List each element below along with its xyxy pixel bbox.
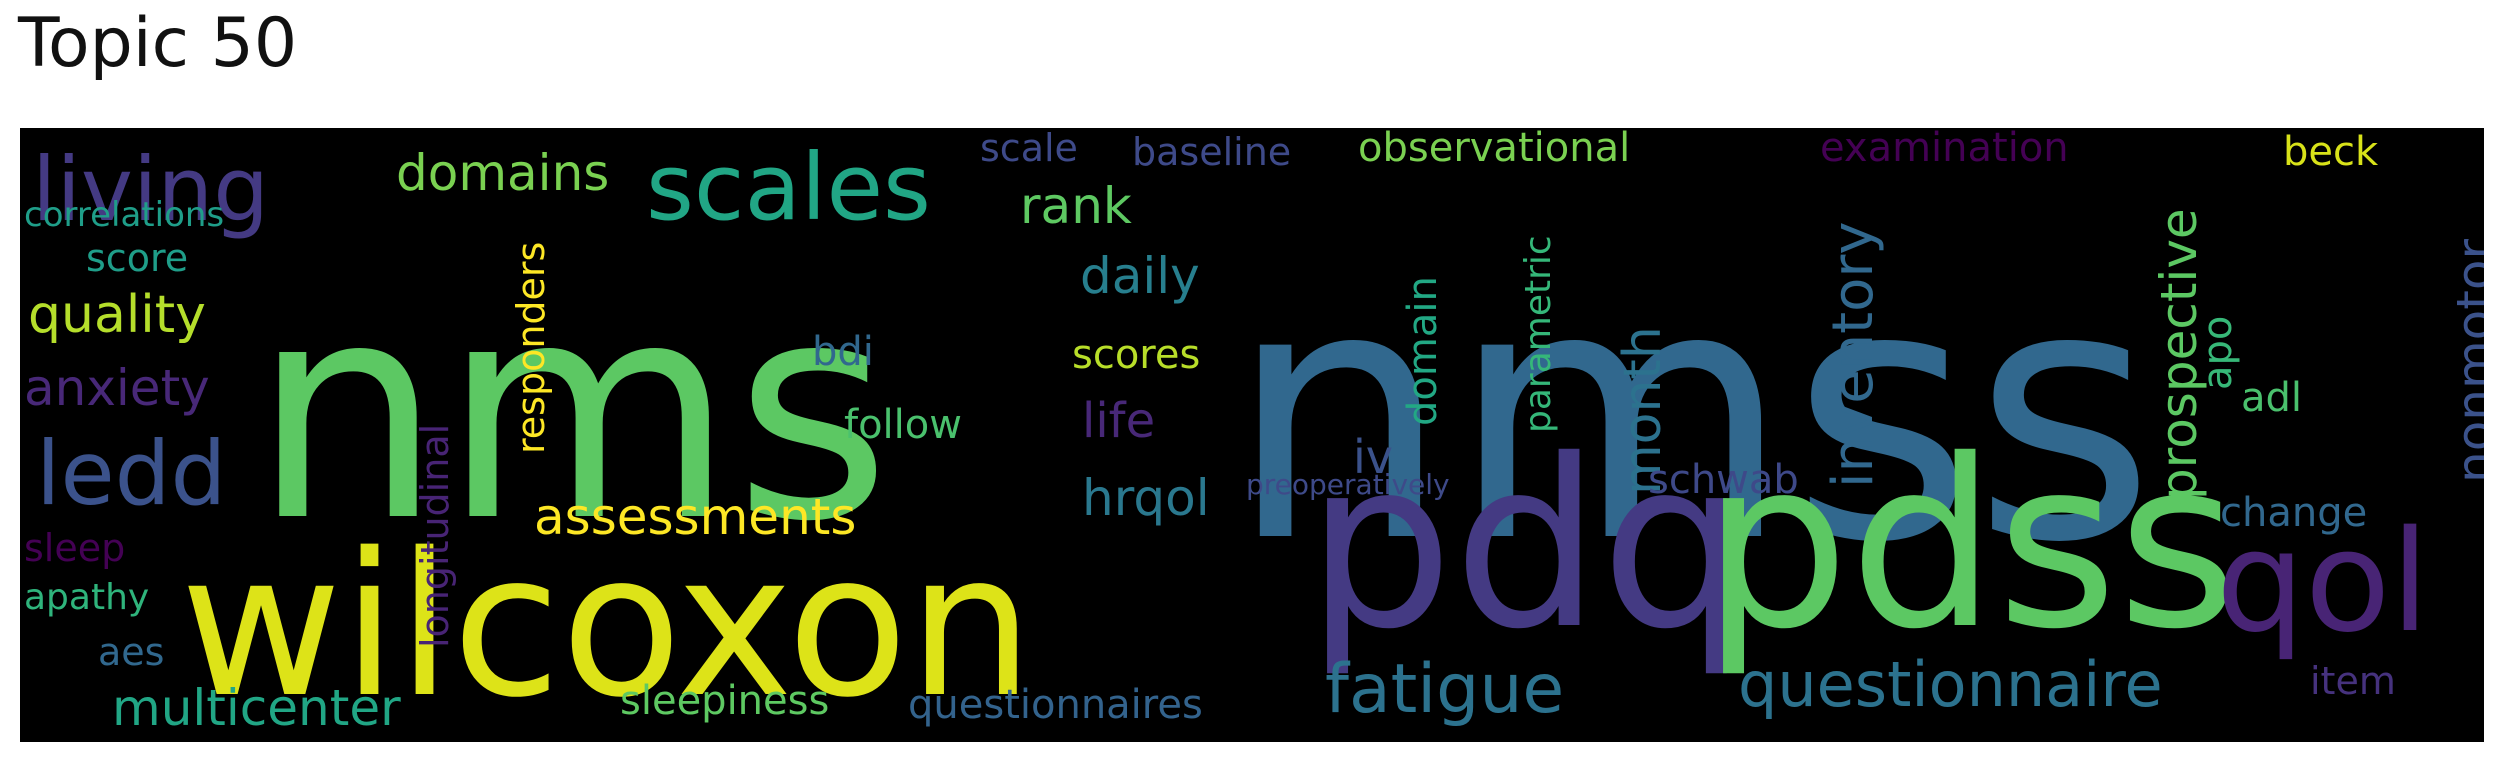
cloud-word-apathy: apathy (24, 577, 149, 618)
cloud-word-living: living (32, 138, 269, 241)
cloud-word-multicenter: multicenter (112, 679, 401, 737)
cloud-word-observational: observational (1358, 128, 1630, 171)
cloud-word-iv: iv (1353, 430, 1393, 484)
cloud-word-questionnaires: questionnaires (908, 682, 1203, 728)
cloud-word-inventory: inventory (1821, 221, 1886, 488)
cloud-word-nonmotor: nonmotor (2446, 239, 2484, 483)
cloud-word-schwab: schwab (1648, 457, 1799, 503)
cloud-word-pdq: pdq (1306, 410, 1748, 680)
cloud-word-beck: beck (2283, 129, 2379, 175)
cloud-word-quality: quality (28, 285, 206, 345)
cloud-word-pdss: pdss (1702, 410, 2238, 680)
cloud-word-scale: scale (980, 128, 1078, 170)
cloud-word-parametric: parametric (1518, 235, 1559, 433)
cloud-word-month: month (1613, 326, 1673, 495)
cloud-word-hrqol: hrqol (1082, 469, 1210, 527)
cloud-word-bdi: bdi (812, 329, 874, 375)
cloud-word-qol: qol (2216, 501, 2429, 664)
cloud-word-domain: domain (1400, 276, 1446, 426)
cloud-word-scores: scores (1072, 332, 1200, 378)
page-title: Topic 50 (18, 4, 298, 83)
cloud-word-change: change (2220, 490, 2367, 536)
cloud-word-scales: scales (646, 134, 931, 241)
cloud-word-follow: follow (844, 402, 962, 448)
cloud-word-assessments: assessments (534, 488, 856, 546)
cloud-word-item: item (2310, 659, 2396, 703)
cloud-word-nms: nms (252, 238, 891, 587)
cloud-word-aes: aes (98, 630, 164, 674)
cloud-word-score: score (86, 236, 188, 280)
cloud-word-wilcoxon: wilcoxon (180, 510, 1034, 741)
cloud-word-adl: adl (2241, 375, 2302, 421)
cloud-word-correlations: correlations (24, 195, 224, 235)
cloud-word-prospective: prospective (2150, 208, 2208, 500)
cloud-word-anxiety: anxiety (24, 359, 210, 417)
cloud-word-daily: daily (1080, 247, 1200, 305)
cloud-word-rank: rank (1020, 177, 1132, 235)
cloud-word-life: life (1082, 393, 1155, 449)
cloud-word-questionnaire: questionnaire (1738, 648, 2163, 721)
cloud-word-responders: responders (509, 242, 553, 454)
cloud-word-domains: domains (396, 144, 609, 202)
word-cloud: nmss nms wilcoxon pdq pdss scales living ledd qo… (20, 128, 2484, 742)
cloud-word-examination: examination (1820, 128, 2069, 171)
cloud-word-longitudinal: longitudinal (413, 424, 457, 648)
cloud-word-sleep: sleep (24, 526, 125, 570)
cloud-word-sleepiness: sleepiness (620, 678, 829, 724)
cloud-word-ledd: ledd (36, 422, 226, 525)
cloud-word-preoperatively: preoperatively (1246, 468, 1450, 501)
cloud-word-apo: apo (2195, 316, 2241, 390)
cloud-word-nmss: nmss (1228, 211, 2155, 619)
cloud-word-fatigue: fatigue (1325, 650, 1564, 729)
cloud-word-baseline: baseline (1132, 130, 1291, 174)
